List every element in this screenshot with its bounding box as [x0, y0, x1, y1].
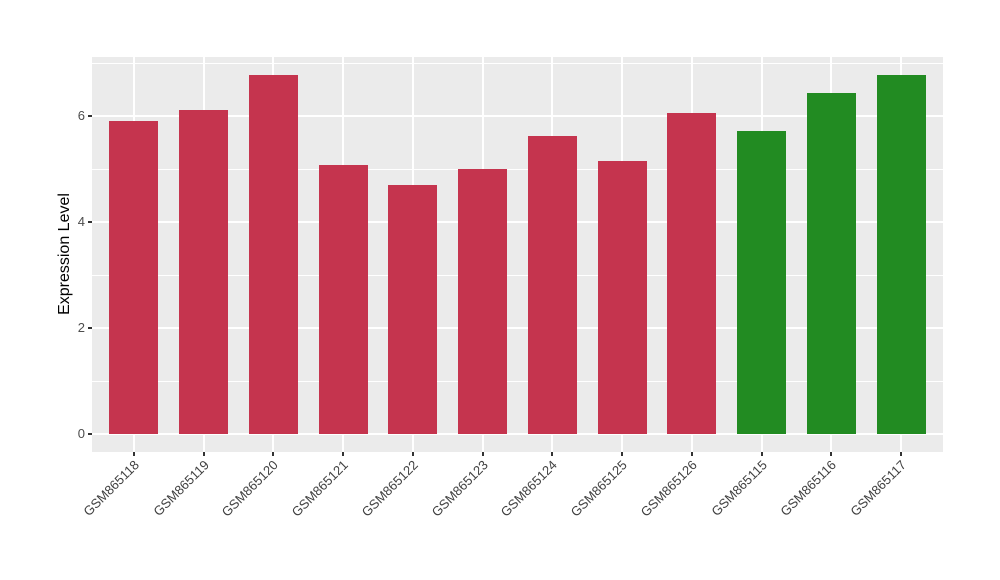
- y-tick-mark-4: [88, 221, 92, 223]
- y-tick-label-4: 4: [77, 214, 85, 229]
- bar-GSM865116: [806, 93, 856, 434]
- bar-GSM865123: [458, 169, 508, 434]
- x-tick-mark-GSM865118: [132, 452, 135, 456]
- x-tick-label-GSM865125: GSM865125: [567, 457, 631, 520]
- minor-gridline-y-3: [92, 274, 943, 276]
- x-tick-label-GSM865121: GSM865121: [288, 457, 352, 520]
- minor-gridline-y-1: [92, 380, 943, 382]
- bar-GSM865118: [109, 121, 159, 434]
- bar-GSM865121: [318, 164, 368, 434]
- bar-GSM865115: [737, 131, 787, 434]
- bar-GSM865122: [388, 184, 438, 434]
- minor-gridline-y-5: [92, 168, 943, 170]
- y-tick-label-6: 6: [77, 108, 85, 123]
- x-tick-mark-GSM865123: [481, 452, 484, 456]
- x-tick-label-GSM865124: GSM865124: [498, 457, 561, 520]
- y-tick-label-0: 0: [77, 426, 85, 441]
- x-tick-mark-GSM865120: [272, 452, 275, 456]
- x-tick-mark-GSM865115: [760, 452, 763, 456]
- y-tick-mark-0: [88, 433, 92, 435]
- x-tick-mark-GSM865116: [830, 452, 833, 456]
- x-tick-mark-GSM865117: [900, 452, 903, 456]
- minor-gridline-y-7: [92, 62, 943, 64]
- y-tick-mark-2: [88, 327, 92, 329]
- x-tick-mark-GSM865121: [342, 452, 345, 456]
- y-tick-label-2: 2: [77, 320, 85, 335]
- x-tick-label-GSM865115: GSM865115: [707, 457, 770, 519]
- x-tick-mark-GSM865122: [411, 452, 414, 456]
- major-gridline-y-2: [92, 327, 943, 329]
- x-tick-mark-GSM865125: [621, 452, 624, 456]
- y-tick-mark-6: [88, 115, 92, 117]
- major-gridline-y-0: [92, 433, 943, 435]
- bar-GSM865126: [667, 112, 717, 434]
- bar-GSM865120: [248, 74, 298, 434]
- x-tick-label-GSM865118: GSM865118: [80, 457, 142, 519]
- major-gridline-y-6: [92, 115, 943, 117]
- x-tick-mark-GSM865126: [690, 452, 693, 456]
- bar-GSM865119: [179, 109, 229, 434]
- x-tick-label-GSM865117: GSM865117: [847, 457, 910, 519]
- bar-GSM865124: [527, 136, 577, 434]
- x-tick-label-GSM865122: GSM865122: [358, 457, 421, 520]
- x-tick-label-GSM865119: GSM865119: [149, 457, 212, 519]
- y-axis-title: Expression Level: [56, 193, 73, 315]
- x-tick-label-GSM865123: GSM865123: [428, 457, 491, 520]
- bar-GSM865125: [597, 160, 647, 434]
- x-tick-label-GSM865126: GSM865126: [637, 457, 700, 520]
- x-tick-mark-GSM865124: [551, 452, 554, 456]
- x-tick-mark-GSM865119: [202, 452, 205, 456]
- x-tick-label-GSM865120: GSM865120: [219, 457, 282, 520]
- plot-panel: [92, 57, 943, 452]
- major-gridline-y-4: [92, 221, 943, 223]
- x-tick-label-GSM865116: GSM865116: [777, 457, 840, 519]
- bar-GSM865117: [876, 74, 926, 434]
